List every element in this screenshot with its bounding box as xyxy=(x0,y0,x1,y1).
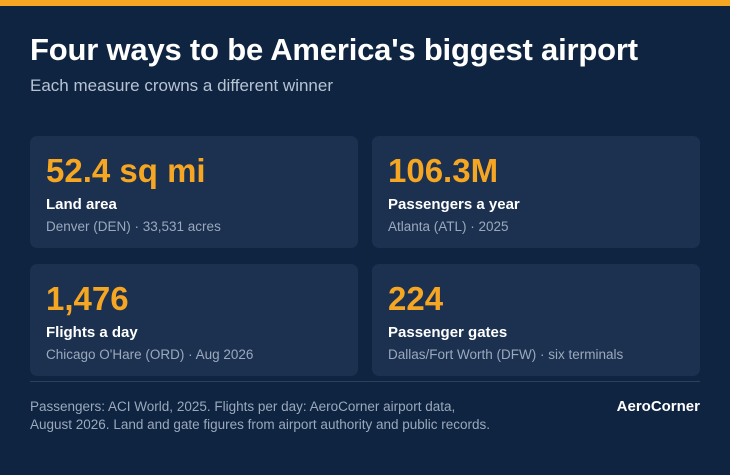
stat-value: 106.3M xyxy=(388,152,499,189)
stat-detail: Atlanta (ATL) · 2025 xyxy=(388,219,509,234)
stat-card: 1,476 Flights a day Chicago O'Hare (ORD) ·… xyxy=(30,264,358,376)
brand: AeroCorner xyxy=(616,398,700,415)
divider xyxy=(30,381,700,382)
stat-label: Flights a day xyxy=(46,324,138,341)
subtitle: Each measure crowns a different winner xyxy=(30,76,334,95)
stat-detail: Denver (DEN) · 33,531 acres xyxy=(46,219,221,234)
stat-value: 1,476 xyxy=(46,280,129,317)
stat-label: Passenger gates xyxy=(388,324,508,341)
stat-value: 224 xyxy=(388,280,444,317)
stat-card: 52.4 sq mi Land area Denver (DEN) · 33,531… xyxy=(30,136,358,248)
stat-detail: Dallas/Fort Worth (DFW) · six terminals xyxy=(388,347,624,362)
stat-label: Passengers a year xyxy=(388,196,520,213)
source-note: Passengers: ACI World, 2025. Flights per… xyxy=(30,399,491,432)
stat-detail: Chicago O'Hare (ORD) · Aug 2026 xyxy=(46,347,254,362)
stat-value: 52.4 sq mi xyxy=(46,152,206,189)
stat-card: 224 Passenger gates Dallas/Fort Worth (DFW… xyxy=(372,264,700,376)
title: Four ways to be America's biggest airpor… xyxy=(30,32,638,67)
stat-card: 106.3M Passengers a year Atlanta (ATL) · 2… xyxy=(372,136,700,248)
stat-label: Land area xyxy=(46,196,117,213)
